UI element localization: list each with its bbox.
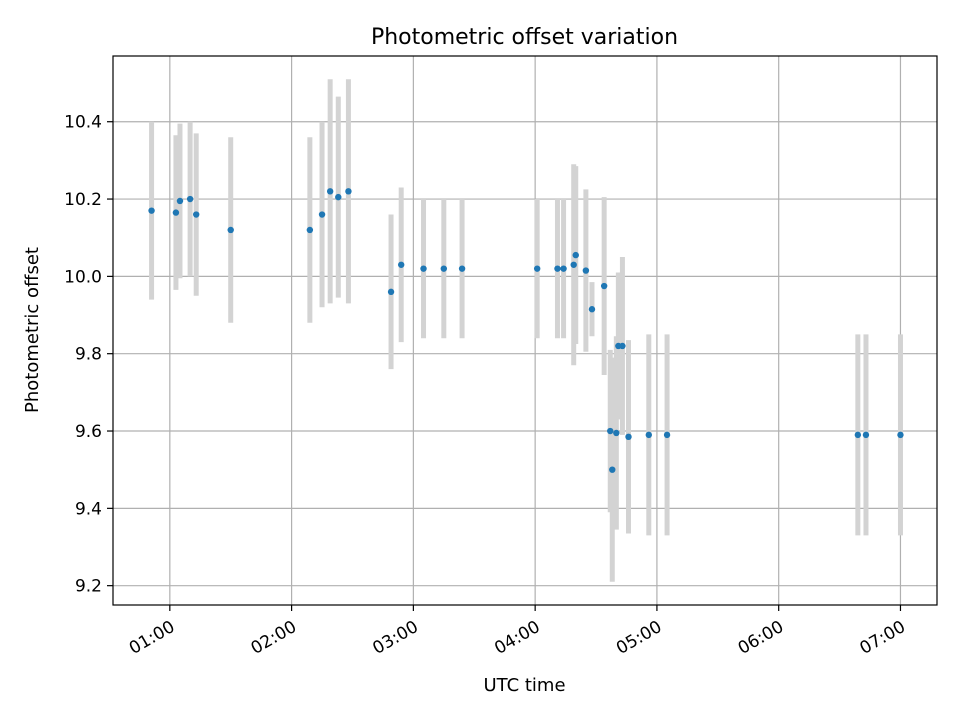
data-point: [387, 288, 395, 296]
data-point: [306, 226, 314, 234]
x-axis-label: UTC time: [483, 675, 565, 696]
data-point: [193, 211, 200, 218]
data-point: [613, 429, 620, 437]
y-tick-label: 9.8: [75, 345, 102, 365]
data-point: [572, 251, 579, 259]
data-point: [227, 226, 234, 234]
data-point: [172, 209, 180, 216]
data-point: [588, 306, 596, 313]
data-point: [609, 466, 616, 473]
data-point: [619, 342, 626, 350]
data-point: [897, 431, 904, 439]
data-point: [326, 188, 334, 195]
data-point: [554, 265, 561, 272]
plot-frame: [112, 55, 938, 606]
data-point: [345, 188, 352, 195]
data-point: [176, 197, 184, 205]
y-axis-label: Photometric offset: [22, 247, 43, 413]
data-point: [645, 431, 653, 439]
data-points: [148, 188, 904, 473]
data-point: [862, 431, 870, 439]
data-point: [607, 427, 614, 435]
data-point: [318, 211, 326, 218]
y-tick-label: 9.4: [75, 499, 102, 519]
data-point: [533, 265, 541, 272]
data-point: [335, 193, 342, 201]
y-tick-label: 10.4: [64, 113, 102, 133]
data-point: [420, 265, 427, 272]
data-point: [560, 265, 567, 272]
y-tick-label: 10.0: [64, 267, 102, 287]
y-tick-label: 10.2: [64, 190, 102, 210]
data-point: [570, 261, 577, 268]
y-tick-label: 9.6: [75, 422, 102, 442]
data-point: [854, 431, 862, 439]
grid-lines: [113, 56, 937, 605]
chart-title: Photometric offset variation: [371, 25, 678, 50]
y-tick-label: 9.2: [75, 577, 102, 597]
data-point: [582, 267, 590, 274]
data-point: [600, 282, 608, 290]
data-point: [148, 207, 155, 214]
data-point: [397, 261, 405, 268]
data-point: [458, 265, 466, 272]
data-point: [625, 433, 632, 441]
data-point: [663, 431, 671, 439]
data-point: [440, 265, 448, 272]
y-axis-ticks: 9.2 9.4 9.6 9.8 10.0 10.2 10.4: [64, 113, 113, 597]
data-point: [186, 195, 194, 203]
